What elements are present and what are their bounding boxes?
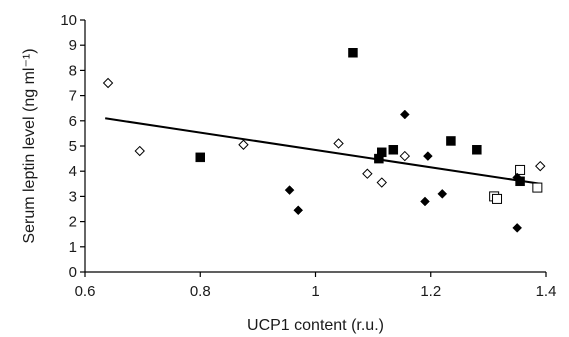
data-point-square-open [532,182,543,193]
y-tick-label: 3 [69,188,77,205]
x-axis-ticks: 0.6 0.8 1 1.2 1.4 [75,272,557,300]
data-point-diamond-filled [437,189,448,199]
x-axis-title: UCP1 content (r.u.) [247,317,384,334]
y-tick-label: 6 [69,113,77,130]
data-point-square-filled [195,152,205,163]
y-tick-label: 10 [60,12,77,29]
data-point-square-open [492,193,503,204]
data-points [102,48,546,233]
data-point-diamond-filled [399,109,410,120]
data-point-square-filled [388,145,399,155]
data-point-diamond-filled [420,196,430,207]
x-tick-label: 1 [311,283,319,300]
data-point-diamond-open [238,139,249,150]
data-point-square-filled [472,145,482,155]
y-axis-title: Serum leptin level (ng ml⁻¹) [21,48,38,243]
data-point-diamond-filled [293,205,304,216]
y-tick-label: 5 [69,138,77,155]
x-tick-label: 0.8 [190,283,211,300]
data-point-diamond-open [102,77,114,89]
data-point-diamond-open [399,150,411,162]
data-point-square-open [515,164,526,175]
y-tick-label: 0 [69,264,77,281]
y-tick-label: 1 [69,239,77,256]
data-point-diamond-open [535,160,546,172]
y-tick-label: 2 [69,214,77,231]
y-tick-label: 4 [69,163,77,180]
x-tick-label: 1.2 [420,283,441,300]
data-point-square-filled [446,136,456,146]
data-point-diamond-open [362,168,373,179]
data-point-square-filled [348,48,358,58]
x-tick-label: 1.4 [536,283,557,300]
y-axis-ticks: 0 1 2 3 4 5 6 7 8 9 10 [60,12,85,281]
y-tick-label: 8 [69,62,77,79]
y-tick-label: 7 [69,88,77,105]
data-point-diamond-open [376,177,387,188]
trendline [105,117,541,185]
data-point-diamond-open [134,145,145,157]
data-point-diamond-filled [284,185,295,195]
data-point-diamond-filled [512,172,523,183]
data-point-diamond-open [333,138,344,149]
x-tick-label: 0.6 [75,283,96,300]
data-point-diamond-filled [512,223,523,233]
data-point-diamond-filled [423,151,433,161]
data-point-square-filled [377,147,387,158]
y-tick-label: 9 [69,37,77,54]
